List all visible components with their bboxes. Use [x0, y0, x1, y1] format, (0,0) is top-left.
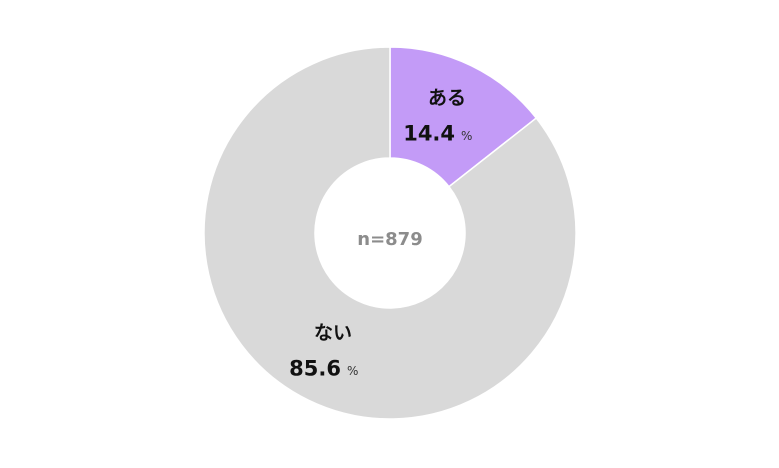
unit-label: % — [461, 129, 472, 143]
slice-label: ない — [314, 322, 352, 344]
donut: ある 14.4 % ない 85.6% — [203, 46, 577, 420]
unit-label: % — [347, 364, 358, 378]
value-label: 85.6 — [289, 356, 341, 380]
sample-size: n=879 — [357, 229, 422, 250]
value-label: 14.4 — [403, 122, 455, 146]
slice-label: ある — [428, 87, 466, 109]
slice — [203, 46, 577, 420]
slice — [389, 46, 538, 188]
